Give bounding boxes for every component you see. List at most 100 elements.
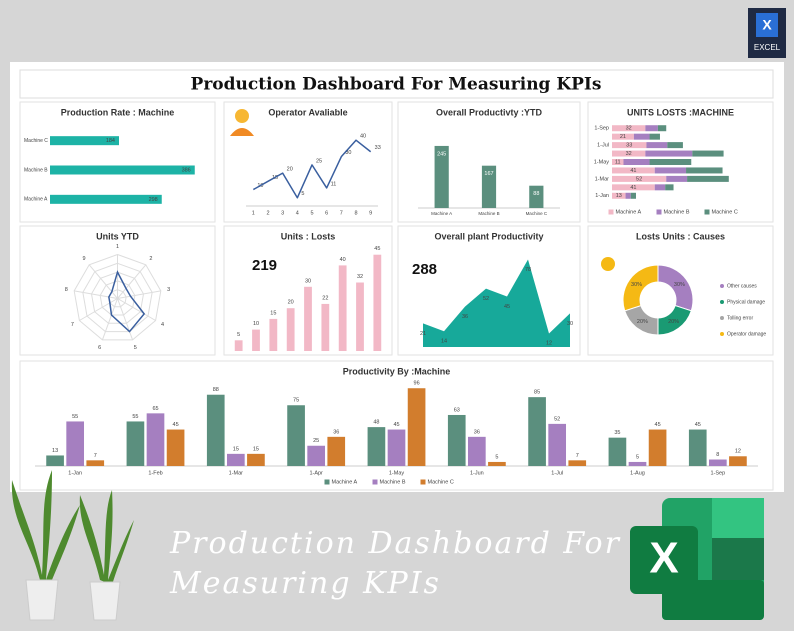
bar-segment xyxy=(667,142,683,149)
data-label: 75 xyxy=(293,398,299,404)
legend-label: Tolling error xyxy=(727,315,753,321)
bar xyxy=(729,456,747,466)
pie-segment xyxy=(622,264,659,312)
banner-line: Measuring KPIs xyxy=(169,566,441,601)
legend-label: Machine C xyxy=(712,209,738,215)
total-value: 219 xyxy=(252,257,277,274)
data-label: 15 xyxy=(233,446,239,452)
x-tick-label: 9 xyxy=(369,210,372,216)
axis-label: 4 xyxy=(161,322,164,328)
data-label: 30 xyxy=(345,150,351,156)
bar xyxy=(488,461,506,466)
data-label: 36 xyxy=(462,314,468,320)
bar xyxy=(688,429,707,466)
data-label: 33 xyxy=(375,145,381,151)
bar-segment xyxy=(625,192,631,199)
chart-panel xyxy=(19,360,774,491)
y-tick-label: 1-Jul xyxy=(597,143,609,149)
y-tick-label: 1-May xyxy=(594,159,610,165)
axis-label: 3 xyxy=(167,287,170,293)
data-label: 25 xyxy=(313,438,319,444)
bar-segment xyxy=(623,159,650,165)
radar-spoke xyxy=(117,290,161,299)
bar-segment xyxy=(687,175,729,182)
data-label: 45 xyxy=(173,422,179,428)
data-label: 63 xyxy=(454,407,460,413)
data-label: 25 xyxy=(316,158,322,164)
legend-label: Physical damage xyxy=(727,299,765,305)
data-label: 45 xyxy=(374,246,380,252)
data-label: 30 xyxy=(305,278,311,284)
x-tick-label: 1-May xyxy=(389,470,405,476)
plant-left xyxy=(11,470,80,621)
bar xyxy=(407,388,426,466)
operator-icon xyxy=(235,109,249,123)
data-label: 30% xyxy=(631,282,642,288)
data-label: 184 xyxy=(106,138,115,144)
x-tick-label: 4 xyxy=(296,210,299,216)
y-tick-label: 1-Jan xyxy=(595,193,609,199)
bar xyxy=(166,429,185,466)
bar xyxy=(126,421,145,466)
y-tick-label: Machine B xyxy=(24,167,48,173)
data-label: 8 xyxy=(716,452,719,458)
radar-spoke xyxy=(88,264,118,299)
bar xyxy=(327,436,346,466)
bar xyxy=(50,194,162,204)
data-label: 298 xyxy=(149,197,158,203)
bar xyxy=(304,286,312,351)
bar xyxy=(434,145,449,208)
bar xyxy=(481,165,497,208)
data-label: 22 xyxy=(322,295,328,301)
bar-segment xyxy=(612,133,634,140)
radar-ring xyxy=(90,271,145,324)
dashboard-title: Production Dashboard For Measuring KPIs xyxy=(191,75,602,95)
data-label: 48 xyxy=(373,420,379,426)
bar xyxy=(338,265,347,351)
chart-panel xyxy=(223,101,393,223)
bar xyxy=(307,445,326,466)
legend-swatch xyxy=(656,209,662,215)
data-label: 52 xyxy=(554,416,560,422)
bar-segment xyxy=(633,133,650,140)
legend-label: Machine A xyxy=(332,479,358,485)
data-label: 12 xyxy=(735,449,741,455)
data-label: 36 xyxy=(474,429,480,435)
bar xyxy=(46,455,64,466)
data-label: 245 xyxy=(437,151,446,157)
data-label: 45 xyxy=(393,422,399,428)
chart-title: Losts Units : Causes xyxy=(636,231,725,241)
data-label: 45 xyxy=(504,304,510,310)
bar xyxy=(269,318,278,351)
data-label: 96 xyxy=(414,381,420,387)
bar-segment xyxy=(612,192,626,199)
bar-segment xyxy=(612,125,646,132)
x-tick-label: Machine B xyxy=(478,211,499,216)
banner-line: Production Dashboard For xyxy=(169,526,621,561)
bar-segment xyxy=(654,167,687,174)
bar xyxy=(708,459,727,466)
legend-swatch xyxy=(704,209,710,215)
bar xyxy=(568,460,587,466)
x-tick-label: 1-Mar xyxy=(229,470,244,476)
x-tick-label: 1-Jun xyxy=(470,470,484,476)
bar xyxy=(206,394,225,466)
chart-panel xyxy=(19,101,216,223)
data-label: 32 xyxy=(626,126,632,132)
bar-segment xyxy=(657,125,667,132)
line xyxy=(252,139,372,199)
bar xyxy=(548,423,567,466)
data-label: 7 xyxy=(94,453,97,459)
bar xyxy=(50,136,119,146)
bar xyxy=(373,254,382,351)
chart-title: Overall plant Productivity xyxy=(434,231,543,241)
axis-label: 1 xyxy=(116,244,119,250)
data-label: 13 xyxy=(616,193,622,199)
bar xyxy=(608,437,627,466)
radar-spoke xyxy=(117,298,134,341)
x-tick-label: 1-Apr xyxy=(309,470,323,476)
chart-title: Operator Avaliable xyxy=(268,107,347,117)
data-label: 5 xyxy=(636,454,639,460)
data-label: 40 xyxy=(340,257,346,263)
